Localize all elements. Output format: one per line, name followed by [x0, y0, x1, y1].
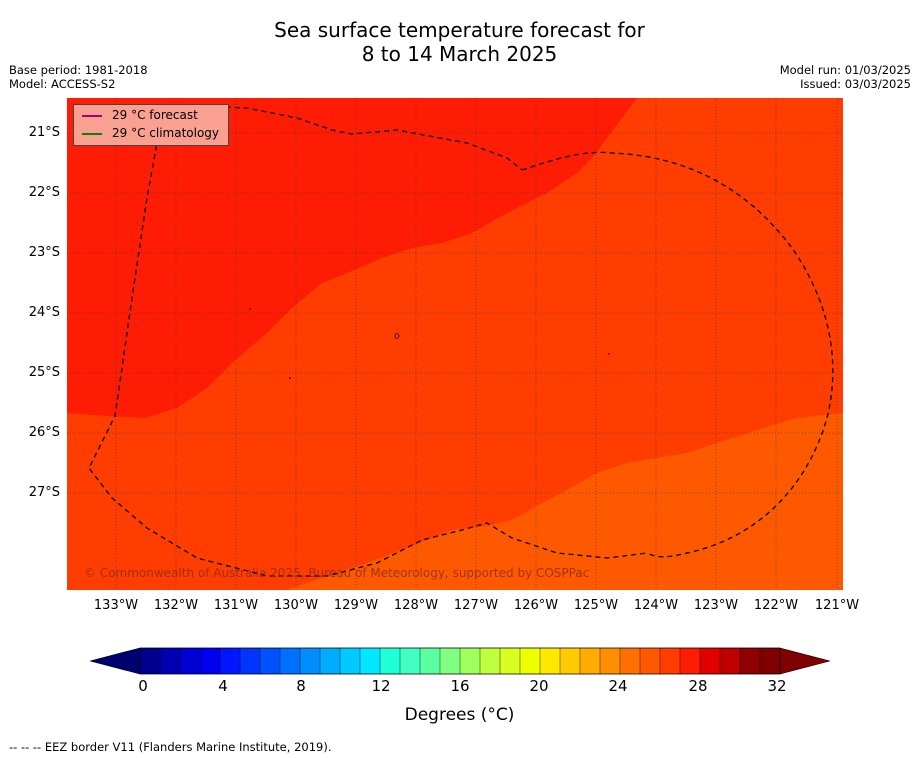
- colorbar-lower-extend: [90, 647, 141, 675]
- longitude-gridlines: [115, 98, 838, 590]
- colorbar-cell: [439, 647, 461, 675]
- lon-label-122w: 122°W: [753, 598, 799, 613]
- colorbar-cell: [599, 647, 621, 675]
- lon-label-126w: 126°W: [513, 598, 559, 613]
- colorbar-cell: [399, 647, 421, 675]
- colorbar-cell: [759, 647, 781, 675]
- island-marker: [608, 353, 610, 355]
- colorbar-tick-20: 20: [529, 677, 549, 695]
- lat-label-22s: 22°S: [28, 185, 60, 200]
- lon-label-125w: 125°W: [573, 598, 619, 613]
- colorbar-cell: [559, 647, 581, 675]
- eez-border-west: [88, 109, 648, 577]
- colorbar-cell: [319, 647, 341, 675]
- colorbar-cell: [679, 647, 701, 675]
- island-marker: [289, 377, 291, 379]
- colorbar-cell: [699, 647, 721, 675]
- island-marker: [394, 333, 400, 339]
- lat-label-27s: 27°S: [28, 485, 60, 500]
- lon-label-121w: 121°W: [814, 598, 860, 613]
- title-line-1: Sea surface temperature forecast for: [274, 18, 645, 42]
- colorbar-cell: [179, 647, 201, 675]
- lon-label-123w: 123°W: [693, 598, 739, 613]
- colorbar-cell: [479, 647, 501, 675]
- model-name: Model: ACCESS-S2: [9, 77, 116, 91]
- colorbar-cell: [739, 647, 761, 675]
- colorbar-cell: [519, 647, 541, 675]
- lat-label-23s: 23°S: [28, 245, 60, 260]
- legend-forecast-label: 29 °C forecast: [112, 108, 198, 122]
- colorbar-cell: [659, 647, 681, 675]
- colorbar-tick-28: 28: [688, 677, 708, 695]
- lon-label-131w: 131°W: [213, 598, 259, 613]
- eez-border-north: [162, 105, 523, 171]
- colorbar-tick-4: 4: [218, 677, 228, 695]
- colorbar-cell: [419, 647, 441, 675]
- lat-label-26s: 26°S: [28, 425, 60, 440]
- sst-band-28-29: [67, 413, 843, 590]
- legend-climatology-line-swatch: [82, 132, 102, 135]
- eez-border-circle: [521, 151, 834, 558]
- colorbar-cell: [499, 647, 521, 675]
- copyright-notice: © Commonwealth of Australia 2025, Bureau…: [84, 566, 590, 580]
- colorbar-cell: [279, 647, 301, 675]
- colorbar-tick-8: 8: [296, 677, 306, 695]
- meta-right: Model run: 01/03/2025 Issued: 03/03/2025: [780, 63, 911, 91]
- lon-label-127w: 127°W: [453, 598, 499, 613]
- colorbar-tick-12: 12: [371, 677, 391, 695]
- colorbar-cell: [219, 647, 241, 675]
- colorbar-cell: [259, 647, 281, 675]
- eez-borders: [88, 105, 834, 577]
- chart-title: Sea surface temperature forecast for 8 t…: [0, 18, 919, 66]
- lon-label-132w: 132°W: [153, 598, 199, 613]
- lat-label-25s: 25°S: [28, 365, 60, 380]
- legend-climatology: 29 °C climatology: [82, 125, 219, 141]
- colorbar-cell: [139, 647, 161, 675]
- colorbar-tick-24: 24: [608, 677, 628, 695]
- colorbar-cell: [339, 647, 361, 675]
- colorbar: [90, 647, 830, 675]
- sst-band-30-31: [67, 98, 637, 418]
- colorbar-cell: [719, 647, 741, 675]
- colorbar-cell: [379, 647, 401, 675]
- legend-forecast-line-swatch: [82, 114, 102, 117]
- eez-footnote: -- -- -- EEZ border V11 (Flanders Marine…: [9, 740, 332, 754]
- colorbar-cells: [139, 647, 781, 675]
- colorbar-cell: [579, 647, 601, 675]
- lat-label-21s: 21°S: [28, 125, 60, 140]
- lon-label-128w: 128°W: [393, 598, 439, 613]
- map-legend: 29 °C forecast 29 °C climatology: [73, 104, 229, 146]
- legend-forecast: 29 °C forecast: [82, 107, 198, 123]
- colorbar-cell: [199, 647, 221, 675]
- colorbar-cell: [639, 647, 661, 675]
- colorbar-cell: [299, 647, 321, 675]
- colorbar-cell: [159, 647, 181, 675]
- colorbar-tick-0: 0: [138, 677, 148, 695]
- colorbar-cell: [539, 647, 561, 675]
- colorbar-label: Degrees (°C): [404, 705, 515, 725]
- title-line-2: 8 to 14 March 2025: [361, 42, 558, 66]
- lon-label-130w: 130°W: [273, 598, 319, 613]
- lon-label-124w: 124°W: [633, 598, 679, 613]
- colorbar-outline: [139, 647, 781, 675]
- model-run: Model run: 01/03/2025: [779, 63, 911, 77]
- lon-label-129w: 129°W: [333, 598, 379, 613]
- sst-map: [67, 98, 843, 590]
- colorbar-upper-extend: [779, 647, 830, 675]
- colorbar-cell: [239, 647, 261, 675]
- colorbar-tick-16: 16: [450, 677, 470, 695]
- issued-date: Issued: 03/03/2025: [800, 77, 911, 91]
- lat-label-24s: 24°S: [28, 305, 60, 320]
- island-marker: [249, 308, 251, 310]
- base-period: Base period: 1981-2018: [9, 63, 148, 77]
- lon-label-133w: 133°W: [93, 598, 139, 613]
- colorbar-cell: [359, 647, 381, 675]
- colorbar-tick-32: 32: [767, 677, 787, 695]
- colorbar-cell: [459, 647, 481, 675]
- legend-climatology-label: 29 °C climatology: [112, 126, 220, 140]
- meta-left: Base period: 1981-2018 Model: ACCESS-S2: [9, 63, 148, 91]
- colorbar-cell: [619, 647, 641, 675]
